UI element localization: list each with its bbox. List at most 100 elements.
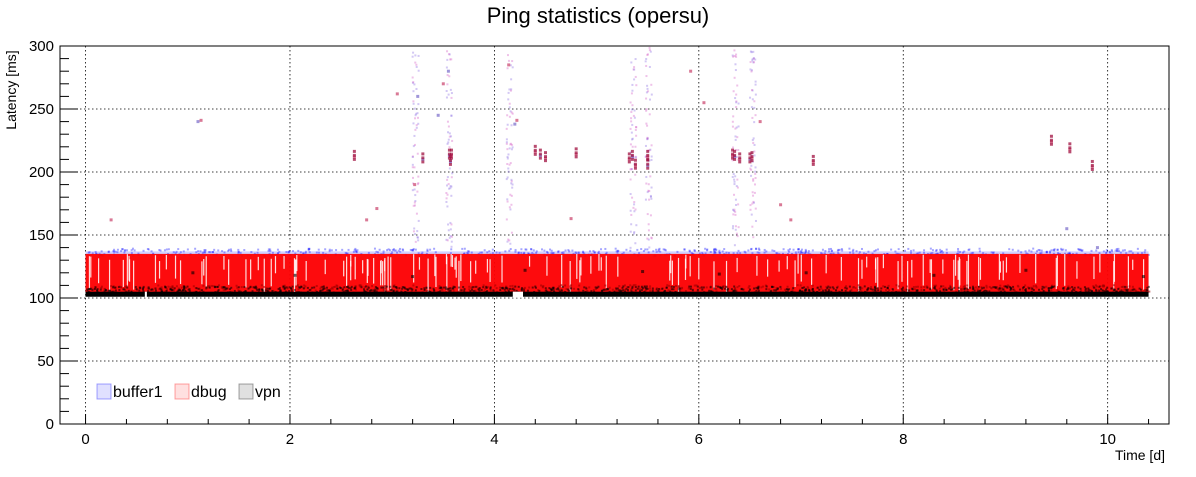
spike-point	[416, 183, 419, 186]
buffer1-point	[147, 248, 150, 251]
vpn-point	[475, 285, 478, 288]
vpn-point	[688, 285, 691, 288]
y-tick-label: 100	[29, 290, 54, 307]
dbug-gap	[797, 254, 799, 274]
buffer1-point	[824, 249, 827, 252]
dbug-outlier-point	[1068, 142, 1072, 146]
vpn-point	[338, 291, 341, 294]
spike-point	[445, 96, 448, 99]
vpn-point	[549, 291, 552, 294]
buffer1-point	[693, 249, 696, 252]
vpn-point	[194, 291, 197, 294]
dbug-point	[282, 287, 285, 290]
vpn-point	[347, 285, 350, 288]
dbug-point	[192, 285, 195, 288]
vpn-point	[1091, 290, 1094, 293]
vpn-point	[91, 288, 94, 291]
vpn-point	[625, 287, 628, 290]
spike-point	[753, 100, 756, 103]
buffer1-point	[1056, 248, 1059, 251]
buffer1-point	[354, 247, 357, 250]
spike-point	[629, 151, 632, 154]
vpn-point	[256, 289, 259, 292]
vpn-point	[401, 287, 404, 290]
spike-point	[647, 90, 650, 93]
spike-point	[449, 88, 452, 91]
vpn-point	[88, 288, 91, 291]
buffer1-point	[828, 250, 831, 253]
dbug-point	[482, 284, 485, 287]
dbug-point	[1007, 284, 1010, 287]
spike-point	[751, 58, 754, 61]
spike-point	[509, 142, 512, 145]
vpn-point	[1106, 290, 1109, 293]
buffer1-point	[721, 250, 724, 253]
vpn-point	[785, 287, 788, 290]
spike-point	[631, 137, 634, 140]
vpn-point	[971, 291, 974, 294]
dbug-gap	[486, 258, 489, 273]
buffer1-point	[328, 250, 331, 253]
spike-point	[505, 141, 508, 144]
vpn-point	[1066, 286, 1069, 289]
dbug-point	[655, 287, 658, 290]
buffer1-point	[95, 252, 98, 255]
dbug-point	[980, 286, 983, 289]
vpn-point	[533, 290, 536, 293]
vpn-point	[765, 288, 768, 291]
spike-point	[650, 93, 653, 96]
vpn-point	[939, 290, 942, 293]
buffer1-point	[1037, 248, 1040, 251]
vpn-point	[395, 287, 398, 290]
spike-point	[753, 106, 756, 109]
spike-point	[754, 83, 757, 86]
dbug-point	[613, 289, 616, 292]
buffer1-point	[546, 251, 549, 254]
buffer1-point	[1030, 250, 1033, 253]
buffer1-point	[588, 250, 591, 253]
buffer1-point	[397, 249, 400, 252]
vpn-point	[274, 290, 277, 293]
vpn-point	[935, 290, 938, 293]
vpn-point	[414, 292, 417, 295]
dbug-point	[1032, 285, 1035, 288]
dbug-point	[888, 289, 891, 292]
buffer1-outlier-point	[196, 120, 200, 124]
dbug-point	[100, 286, 103, 289]
dbug-point	[902, 288, 905, 291]
vpn-point	[873, 288, 876, 291]
dbug-outlier-point	[441, 82, 445, 86]
vpn-point	[198, 291, 201, 294]
dbug-gap	[957, 260, 959, 280]
vpn-point	[560, 289, 563, 292]
vpn-point	[485, 291, 488, 294]
dbug-point	[668, 284, 671, 287]
dbug-point	[799, 284, 802, 287]
dbug-point	[459, 289, 462, 292]
vpn-point	[672, 288, 675, 291]
vpn-point	[468, 292, 471, 295]
vpn-point	[880, 287, 883, 290]
vpn-point	[1140, 291, 1143, 294]
spike-point	[737, 102, 740, 105]
dbug-gap	[451, 255, 454, 268]
vpn-point	[909, 291, 912, 294]
buffer1-point	[937, 252, 940, 255]
dbug-point	[623, 284, 626, 287]
buffer1-point	[346, 252, 349, 255]
spike-point	[630, 223, 633, 226]
dbug-gap	[366, 258, 368, 283]
buffer1-point	[978, 247, 981, 250]
spike-point	[507, 59, 510, 62]
dbug-gap	[1019, 254, 1021, 273]
vpn-point	[755, 286, 758, 289]
vpn-point	[1101, 289, 1104, 292]
spike-point	[750, 168, 753, 171]
buffer1-point	[1048, 250, 1051, 253]
buffer1-point	[391, 251, 394, 254]
vpn-point	[891, 288, 894, 291]
spike-point	[734, 69, 737, 72]
dbug-point	[1102, 284, 1105, 287]
vpn-point	[127, 289, 130, 292]
vpn-point	[559, 290, 562, 293]
